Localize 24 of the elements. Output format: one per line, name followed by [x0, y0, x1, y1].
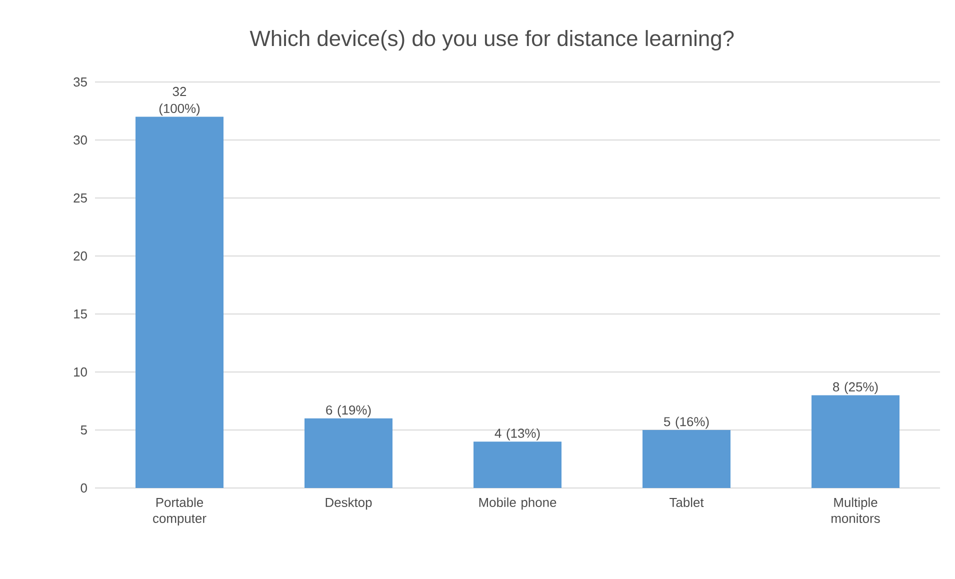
data-label: 8 (25%): [833, 382, 878, 394]
chart-title: Which device(s) do you use for distance learning?: [250, 30, 734, 50]
bar: [136, 116, 224, 488]
y-tick-label: 25: [74, 193, 87, 203]
y-tick-label: 30: [74, 135, 87, 145]
x-tick-label: Tablet: [670, 498, 704, 508]
bar: [304, 418, 393, 488]
data-label: 32 (100%): [159, 86, 200, 116]
bar: [474, 442, 562, 488]
y-tick-label: 10: [74, 367, 87, 377]
y-tick-label: 15: [74, 309, 87, 319]
y-tick-label: 5: [80, 425, 87, 435]
data-label: 5 (16%): [664, 416, 709, 429]
y-tick-label: 35: [74, 77, 87, 87]
data-label: 4 (13%): [494, 428, 540, 440]
x-tick-label: Portable computer: [153, 498, 206, 526]
y-tick-label: 20: [74, 251, 87, 261]
bar: [642, 430, 731, 488]
x-tick-label: Mobile phone: [479, 498, 556, 510]
x-tick-label: Desktop: [326, 498, 372, 510]
x-tick-label: Multiple monitors: [832, 498, 880, 523]
data-label: 6 (19%): [326, 405, 371, 418]
y-tick-label: 0: [80, 483, 87, 493]
bar: [812, 395, 900, 488]
